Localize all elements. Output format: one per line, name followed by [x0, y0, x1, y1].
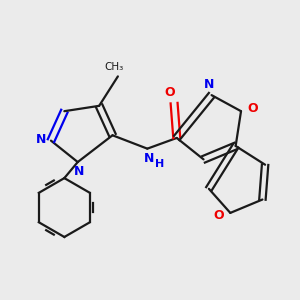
- Text: O: O: [165, 86, 176, 100]
- Text: N: N: [36, 133, 46, 146]
- Text: N: N: [143, 152, 154, 164]
- Text: N: N: [204, 78, 214, 91]
- Text: O: O: [213, 209, 224, 222]
- Text: N: N: [74, 165, 84, 178]
- Text: O: O: [248, 102, 258, 115]
- Text: CH₃: CH₃: [104, 62, 124, 72]
- Text: H: H: [155, 159, 164, 169]
